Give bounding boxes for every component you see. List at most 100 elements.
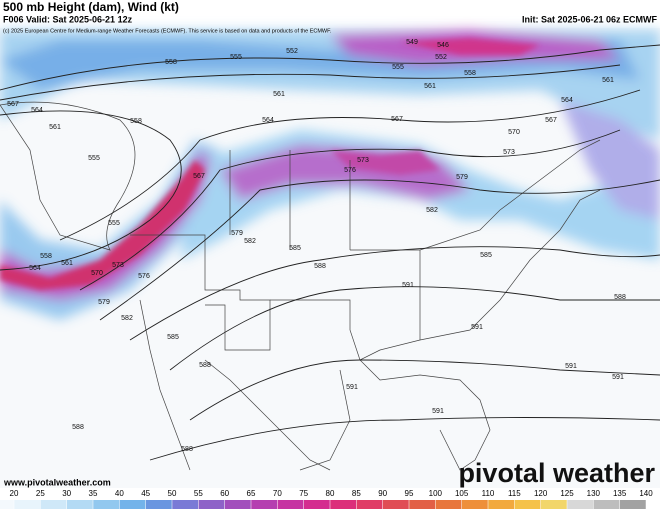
colorbar-label: 105 (455, 489, 469, 498)
contour-label: 591 (565, 363, 577, 370)
colorbar-label: 30 (62, 489, 71, 498)
colorbar-swatch (303, 500, 330, 509)
contour-label: 567 (193, 173, 205, 180)
contour-label: 567 (7, 101, 19, 108)
colorbar-swatch (540, 500, 567, 509)
contour-label: 573 (357, 157, 369, 164)
colorbar-swatch (619, 500, 646, 509)
colorbar-swatch (224, 500, 251, 509)
contour-label: 591 (612, 374, 624, 381)
colorbar-label: 100 (429, 489, 443, 498)
contour-label: 579 (456, 174, 468, 181)
contour-label: 573 (112, 262, 124, 269)
map: 549 546 552 558 555 552 555 558 561 561 564 561 567 5… (0, 28, 660, 488)
colorbar-swatch (488, 500, 515, 509)
contour-label: 582 (121, 315, 133, 322)
colorbar-swatch (514, 500, 541, 509)
contour-label: 564 (561, 97, 573, 104)
website: www.pivotalweather.com (3, 477, 111, 487)
colorbar-label: 35 (89, 489, 98, 498)
contour-label: 579 (98, 299, 110, 306)
colorbar-label: 60 (220, 489, 229, 498)
contour-label: 588 (181, 446, 193, 453)
contour-label: 591 (346, 384, 358, 391)
colorbar-label: 20 (10, 489, 19, 498)
contour-label: 555 (108, 220, 120, 227)
colorbar-label: 45 (141, 489, 150, 498)
contour-label: 567 (545, 117, 557, 124)
contour-label: 564 (262, 117, 274, 124)
colorbar-swatch (277, 500, 304, 509)
colorbar-swatch (93, 500, 120, 509)
colorbar-swatch (251, 500, 278, 509)
colorbar-swatch (330, 500, 357, 509)
colorbar-label: 80 (326, 489, 335, 498)
contour-label: 588 (314, 263, 326, 270)
contour-label: 558 (40, 253, 52, 260)
contour-label: 558 (464, 70, 476, 77)
colorbar-label: 135 (613, 489, 627, 498)
contour-label: 564 (31, 107, 43, 114)
colorbar-swatch (198, 500, 225, 509)
colorbar-swatch (40, 500, 67, 509)
colorbar-swatch (409, 500, 436, 509)
colorbar-label: 65 (247, 489, 256, 498)
colorbar-label: 70 (273, 489, 282, 498)
contour-label: 561 (424, 83, 436, 90)
contour-label: 585 (289, 245, 301, 252)
colorbar-label: 40 (115, 489, 124, 498)
colorbar-swatch (435, 500, 462, 509)
colorbar-swatch (0, 500, 14, 509)
colorbar-swatch (382, 500, 409, 509)
contour-label: 561 (49, 124, 61, 131)
contour-label: 558 (165, 59, 177, 66)
title: 500 mb Height (dam), Wind (kt) (3, 0, 179, 14)
colorbar-swatch (356, 500, 383, 509)
logo: pivotal weather (458, 458, 655, 488)
contour-label: 561 (61, 260, 73, 267)
contour-label: 561 (602, 77, 614, 84)
colorbar-label: 55 (194, 489, 203, 498)
contour-label: 546 (437, 42, 449, 49)
contour-label: 552 (286, 48, 298, 55)
colorbar-label: 95 (405, 489, 414, 498)
colorbar-swatch (172, 500, 199, 509)
colorbar-swatch (66, 500, 93, 509)
contour-label: 588 (199, 362, 211, 369)
colorbar-swatch (14, 500, 41, 509)
colorbar-label: 125 (560, 489, 574, 498)
contour-label: 558 (130, 118, 142, 125)
colorbar-label: 130 (587, 489, 601, 498)
contour-label: 570 (91, 270, 103, 277)
copyright: (c) 2025 European Centre for Medium-rang… (3, 28, 332, 34)
colorbar-swatch (593, 500, 620, 509)
valid-time: F006 Valid: Sat 2025-06-21 12z (3, 14, 133, 24)
contour-label: 555 (230, 54, 242, 61)
colorbar-swatch (567, 500, 594, 509)
contour-label: 576 (344, 167, 356, 174)
colorbar-label: 120 (534, 489, 548, 498)
contour-label: 549 (406, 39, 418, 46)
colorbar-label: 90 (378, 489, 387, 498)
contour-label: 576 (138, 273, 150, 280)
contour-label: 591 (402, 282, 414, 289)
contour-label: 582 (426, 207, 438, 214)
init-time: Init: Sat 2025-06-21 06z ECMWF (522, 14, 658, 24)
colorbar-label: 85 (352, 489, 361, 498)
contour-label: 552 (435, 54, 447, 61)
contour-label: 579 (231, 230, 243, 237)
contour-label: 588 (614, 294, 626, 301)
contour-label: 564 (29, 265, 41, 272)
contour-label: 555 (392, 64, 404, 71)
contour-label: 585 (480, 252, 492, 259)
colorbar-swatch (145, 500, 172, 509)
contour-label: 588 (72, 424, 84, 431)
colorbar-label: 50 (168, 489, 177, 498)
colorbar-swatch (461, 500, 488, 509)
colorbar-label: 75 (299, 489, 308, 498)
colorbar-label: 140 (639, 489, 653, 498)
contour-label: 591 (471, 324, 483, 331)
colorbar-label: 115 (508, 489, 521, 498)
colorbar-swatch (119, 500, 146, 509)
